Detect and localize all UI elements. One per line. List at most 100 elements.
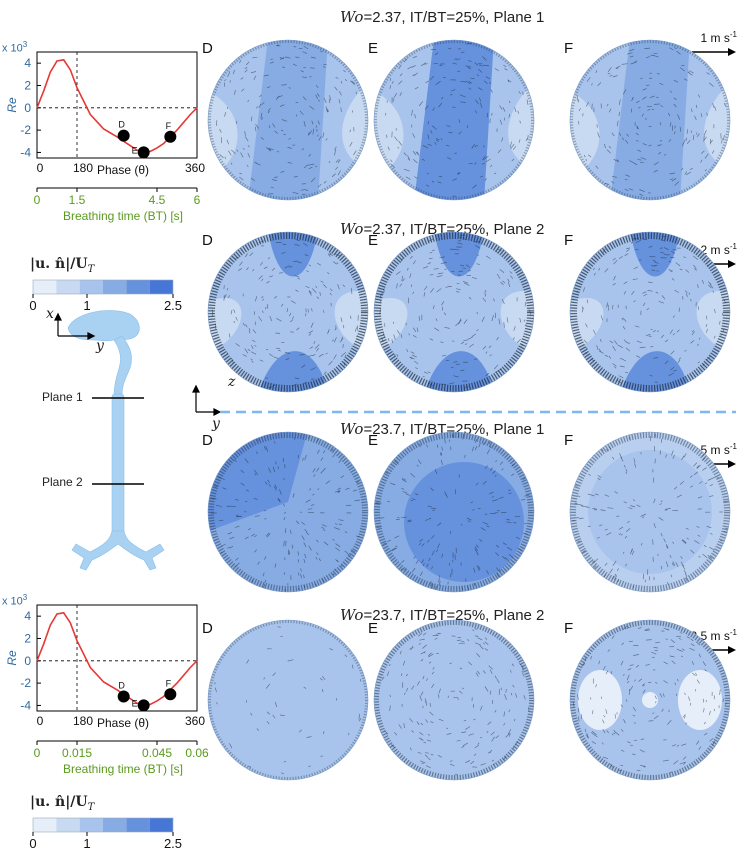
colorbar-frame xyxy=(32,279,174,295)
re-chart-svg: 4 2 0 -2 -4 Re 0 180 360 Phase (θ) 0 0.015 0.045 0.06… xyxy=(5,604,209,776)
colorbar-segment xyxy=(103,818,127,832)
snapshot-letter: D xyxy=(202,432,213,449)
re-chart-1: x 103 4 2 0 -2 -4 Re 0 180 360 Phase (θ) 0 1.5 4.5 6 B… xyxy=(0,0,210,230)
y-tick-label: -4 xyxy=(20,698,31,712)
re-curve xyxy=(36,611,198,707)
colorbar: 0 1 2.5 xyxy=(29,279,182,312)
time-tick-label: 1.5 xyxy=(69,193,86,207)
colorbar-tick-label: 2.5 xyxy=(164,298,182,312)
colorbar-tick-label: 1 xyxy=(83,298,90,312)
time-tick-label: 0.015 xyxy=(62,746,92,760)
phase-point-label: D xyxy=(118,680,125,690)
snapshot-letter: E xyxy=(368,432,379,449)
colorbar-segment xyxy=(103,280,127,294)
velocity-scale-label: 1 m s-1 xyxy=(700,30,737,45)
phase-point-label: E xyxy=(132,698,138,708)
y-tick-label: -2 xyxy=(20,676,31,690)
time-tick-label: 0 xyxy=(34,746,41,760)
phase-point-label: F xyxy=(166,121,172,131)
colorbar-segment xyxy=(79,818,103,832)
phase-tick-label: 180 xyxy=(73,161,93,175)
colorbar-tick-label: 0 xyxy=(29,836,36,851)
colorbar-segment xyxy=(56,818,80,832)
phase-tick-label: 0 xyxy=(37,714,44,728)
panel-title: Wo=23.7, IT/BT=25%, Plane 2 xyxy=(340,606,545,624)
snapshot-letter: F xyxy=(564,620,574,637)
plane-2-label: Plane 2 xyxy=(42,475,83,489)
colorbar-segment xyxy=(56,280,80,294)
colorbar-frame xyxy=(32,817,174,833)
re-curve xyxy=(36,58,198,154)
phase-point xyxy=(137,146,150,159)
y-tick-label: 0 xyxy=(24,101,31,115)
axis-y2-label: y xyxy=(212,416,220,432)
time-tick-label: 4.5 xyxy=(149,193,166,207)
time-tick-label: 0.045 xyxy=(142,746,172,760)
colorbar-segment xyxy=(126,818,150,832)
phase-point-label: E xyxy=(132,145,138,155)
y-tick-label: -2 xyxy=(20,123,31,137)
velocity-disc xyxy=(373,431,535,593)
y-axis-label: Re xyxy=(5,97,19,113)
velocity-disc xyxy=(569,231,731,393)
snapshot-letter: D xyxy=(202,40,213,57)
velocity-disc xyxy=(373,39,535,201)
y-tick-label: 4 xyxy=(24,56,31,70)
time-axis-label: Breathing time (BT) [s] xyxy=(63,762,183,776)
velocity-disc xyxy=(569,431,731,593)
phase-point xyxy=(117,129,130,142)
y-axis-label: Re xyxy=(5,650,19,666)
airway-geometry xyxy=(54,310,165,571)
velocity-disc xyxy=(373,231,535,393)
multiplier-label: x 103 xyxy=(2,593,28,608)
y-tick-label: 2 xyxy=(24,78,31,92)
time-tick-label: 0 xyxy=(34,193,41,207)
phase-point xyxy=(117,690,130,703)
velocity-disc xyxy=(207,619,369,781)
time-tick-label: 6 xyxy=(194,193,201,207)
x-axis-label: Phase (θ) xyxy=(97,163,149,177)
axis-x-label: x xyxy=(46,306,54,322)
phase-point-label: F xyxy=(166,678,172,688)
colorbar-tick-label: 2.5 xyxy=(164,836,182,851)
x-axis-label: Phase (θ) xyxy=(97,716,149,730)
phase-tick-label: 360 xyxy=(185,714,205,728)
time-axis-label: Breathing time (BT) [s] xyxy=(63,209,183,223)
velocity-disc xyxy=(569,39,731,201)
velocity-scale-arrow xyxy=(692,48,736,56)
phase-tick-label: 180 xyxy=(73,714,93,728)
colorbar-tick-label: 1 xyxy=(83,836,90,851)
plot-frame xyxy=(36,51,198,159)
y-tick-label: 0 xyxy=(24,654,31,668)
y-tick-label: -4 xyxy=(20,145,31,159)
velocity-disc xyxy=(207,39,369,201)
plane-1-label: Plane 1 xyxy=(42,390,83,404)
colorbar-label: |u. n̂|/UT xyxy=(30,794,95,814)
velocity-disc xyxy=(569,619,731,781)
colorbar: 0 1 2.5 xyxy=(29,817,182,851)
snapshot-letter: D xyxy=(202,232,213,249)
velocity-disc xyxy=(207,431,369,593)
velocity-scale-label: 5 m s-1 xyxy=(700,442,737,457)
velocity-disc xyxy=(373,619,535,781)
snapshot-letter: F xyxy=(564,432,574,449)
phase-tick-label: 360 xyxy=(185,161,205,175)
velocity-disc xyxy=(207,231,369,393)
velocity-scale-label: 2 m s-1 xyxy=(700,242,737,257)
phase-point xyxy=(164,130,177,143)
colorbar-segment xyxy=(79,280,103,294)
colorbar-segment xyxy=(33,818,57,832)
plot-frame xyxy=(36,604,198,712)
re-chart-2: x 103 4 2 0 -2 -4 Re 0 180 360 Phase (θ) 0 0.015 0.0… xyxy=(0,590,210,820)
snapshot-letter: F xyxy=(564,40,574,57)
colorbar-segment xyxy=(149,280,173,294)
panel-title: Wo=2.37, IT/BT=25%, Plane 2 xyxy=(340,220,545,238)
snapshot-letter: E xyxy=(368,232,379,249)
phase-tick-label: 0 xyxy=(37,161,44,175)
panel-title: Wo=23.7, IT/BT=25%, Plane 1 xyxy=(340,420,545,438)
snapshot-letter: D xyxy=(202,620,213,637)
colorbar-label: |u. n̂|/UT xyxy=(30,256,95,276)
phase-point xyxy=(137,699,150,712)
y-tick-label: 2 xyxy=(24,631,31,645)
colorbar-segment xyxy=(126,280,150,294)
